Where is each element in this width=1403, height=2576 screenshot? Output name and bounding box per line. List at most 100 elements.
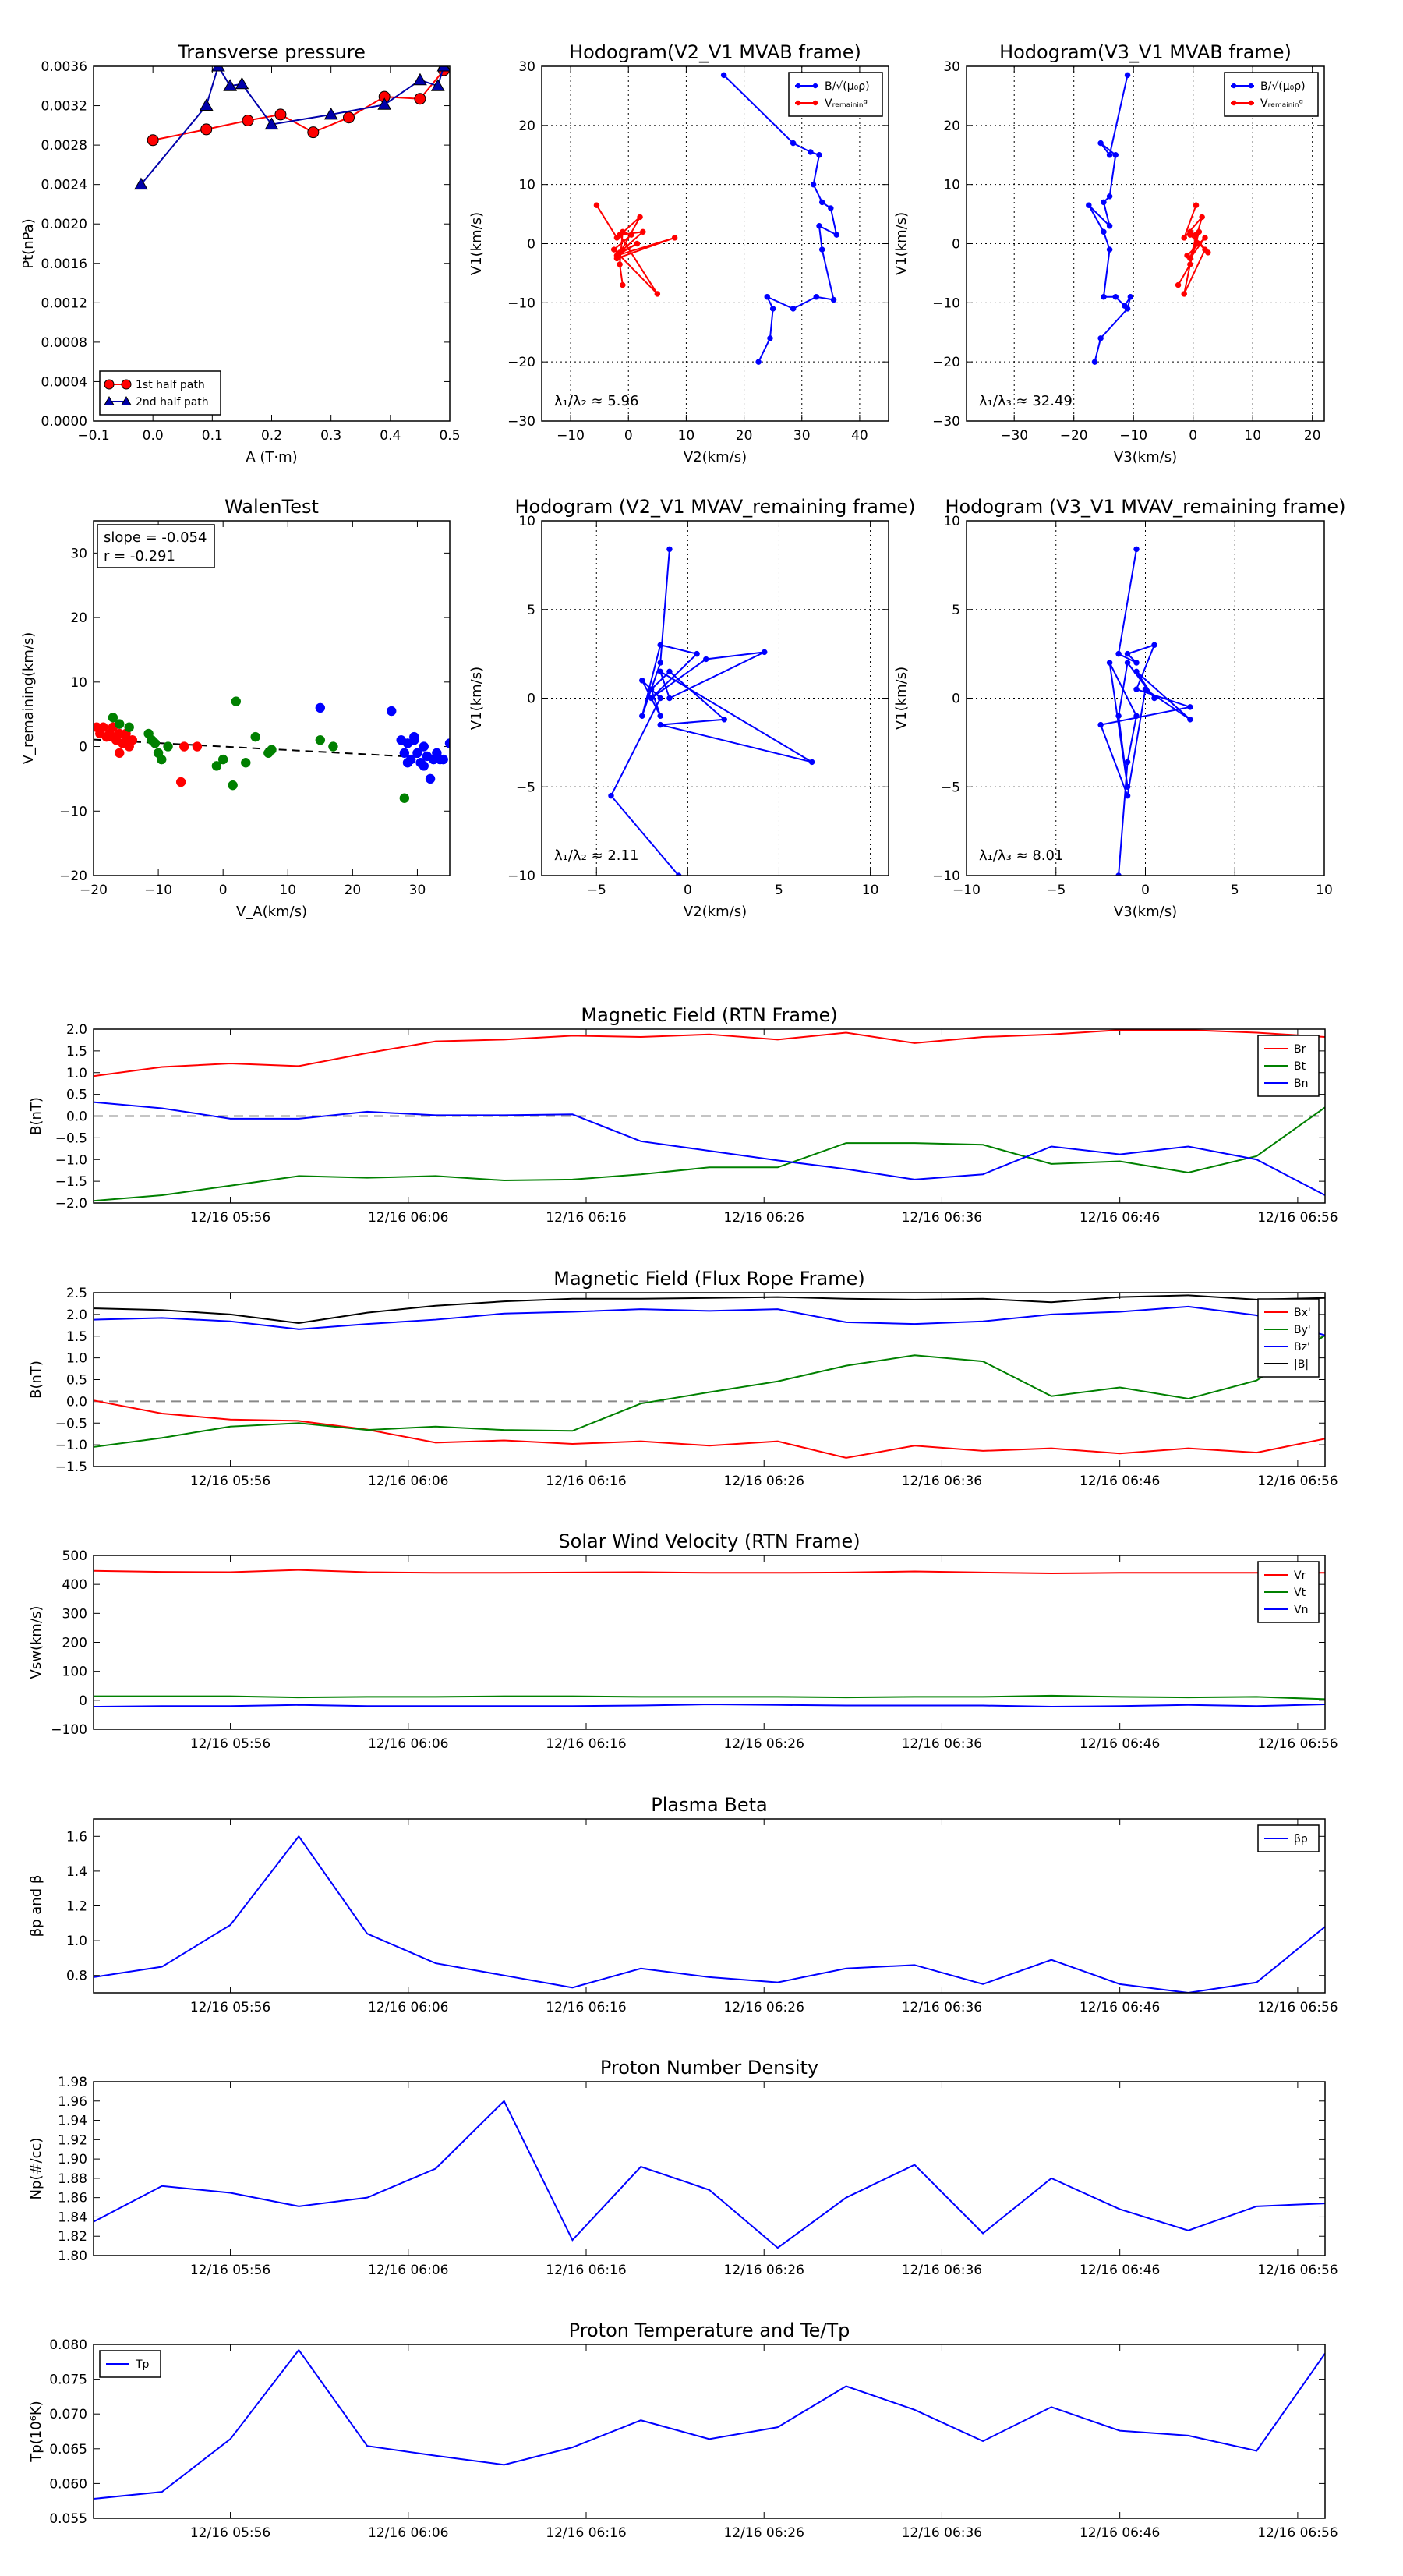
y-tick-label: 1.86 [58, 2191, 87, 2206]
axes-frame [93, 1028, 1326, 1204]
data-point [264, 117, 279, 130]
legend: Br Bt Bn [1257, 1035, 1320, 1097]
x-tick-label: 12/16 06:16 [546, 2525, 626, 2541]
chart-title: Solar Wind Velocity (RTN Frame) [558, 1530, 860, 1552]
y-tick-label: 0.0016 [41, 257, 87, 272]
x-tick-label: 12/16 06:46 [1080, 2525, 1160, 2541]
y-tick-label: −1.5 [55, 1174, 87, 1190]
chart-hodogram-v3-v1-mvab: Hodogram(V3_V1 MVAB frame) −30 −20 −10 0 10 20… [893, 41, 1325, 465]
data-point [328, 741, 338, 752]
data-point [1202, 235, 1208, 241]
legend: Vr Vt Vn [1257, 1561, 1320, 1623]
data-point [200, 123, 213, 136]
y-tick-label: 0.5 [66, 1088, 87, 1103]
data-point [1112, 294, 1119, 300]
chart-plasma-beta: Plasma Beta 12/16 05:56 12/16 06:06 12/16 0… [28, 1794, 1338, 2015]
x-tick-label: 12/16 06:56 [1257, 1474, 1338, 1489]
x-tick-label: −10 [557, 428, 585, 444]
series-b [1086, 72, 1134, 365]
plot-area [94, 2348, 1325, 2500]
y-tick-label: 0.8 [66, 1969, 87, 1984]
y-tick-label: 30 [518, 59, 535, 75]
data-point [199, 98, 214, 111]
data-point [1106, 152, 1113, 158]
x-axis-label: V2(km/s) [684, 449, 747, 465]
y-tick-label: 1.88 [58, 2171, 87, 2187]
x-tick-label: 12/16 05:56 [190, 2000, 270, 2015]
legend-label: Bt [1294, 1060, 1306, 1073]
data-point [1231, 100, 1237, 106]
data-point [1115, 713, 1122, 719]
y-axis-label: Tp(10⁶K) [28, 2401, 44, 2462]
y-tick-label: 1.0 [66, 1934, 87, 1949]
y-tick-label: 0.0036 [41, 59, 87, 75]
data-point [121, 379, 132, 390]
series-s0 [94, 722, 203, 787]
chart-hodogram-v2-v1-mvab: Hodogram(V2_V1 MVAB frame) −10 0 10 20 30 40 −3… [468, 41, 889, 465]
legend: Tp [99, 2350, 161, 2378]
series-tp [94, 2348, 1325, 2500]
axes-frame [93, 1292, 1326, 1467]
data-point [1086, 202, 1092, 208]
data-point [1175, 281, 1182, 288]
data-point [810, 181, 817, 188]
x-tick-label: 12/16 06:56 [1257, 1736, 1338, 1752]
data-point [828, 205, 834, 211]
y-tick-label: −20 [932, 355, 960, 370]
x-tick-label: 30 [409, 883, 426, 898]
legend-box [99, 370, 221, 416]
data-point [639, 713, 645, 719]
data-point [703, 656, 709, 663]
y-tick-label: 0 [952, 692, 960, 707]
chart-title: Proton Number Density [600, 2057, 818, 2079]
x-axis-label: V3(km/s) [1114, 904, 1177, 920]
axes-frame [93, 2344, 1326, 2519]
data-point [307, 126, 320, 139]
data-point [1202, 246, 1208, 253]
y-axis-label: V1(km/s) [893, 667, 910, 730]
data-point [639, 678, 645, 684]
data-point [808, 149, 814, 155]
data-point [1106, 223, 1113, 229]
y-tick-label: 400 [62, 1577, 87, 1593]
axes-frame [93, 1555, 1326, 1730]
plot-area [94, 696, 450, 803]
data-point [761, 649, 768, 656]
data-point [790, 140, 797, 147]
data-point [419, 761, 429, 771]
data-point [610, 246, 617, 253]
series-line [1087, 75, 1132, 363]
data-point [790, 306, 797, 312]
x-tick-label: −20 [80, 883, 108, 898]
axes-frame [966, 520, 1325, 876]
chart-title: Plasma Beta [651, 1794, 767, 1816]
y-axis-label: V1(km/s) [468, 667, 485, 730]
y-tick-label: −10 [507, 295, 535, 311]
y-tick-label: 1.90 [58, 2152, 87, 2167]
data-point [628, 232, 634, 238]
series-line [94, 1294, 1325, 1325]
y-tick-label: 20 [70, 610, 87, 626]
y-tick-label: 1.92 [58, 2132, 87, 2148]
data-point [399, 748, 410, 759]
series-line [1099, 549, 1193, 876]
legend: Bx' By' Bz' |B| [1257, 1298, 1320, 1378]
y-tick-label: 0.055 [49, 2511, 87, 2527]
stats-box [97, 524, 215, 568]
x-tick-label: 0.4 [380, 428, 401, 444]
data-point [223, 79, 238, 91]
legend-label: Vr [1294, 1569, 1306, 1582]
y-tick-label: −10 [59, 804, 87, 819]
data-point [163, 741, 173, 752]
data-point [114, 719, 125, 729]
data-point [666, 546, 673, 553]
series-line [94, 1399, 1325, 1459]
y-axis-label: V_remaining(km/s) [20, 632, 37, 765]
data-point [833, 232, 839, 238]
x-tick-label: 12/16 06:26 [724, 1210, 804, 1226]
data-point [409, 735, 419, 745]
data-point [438, 754, 448, 765]
x-tick-label: 12/16 06:16 [546, 1474, 626, 1489]
